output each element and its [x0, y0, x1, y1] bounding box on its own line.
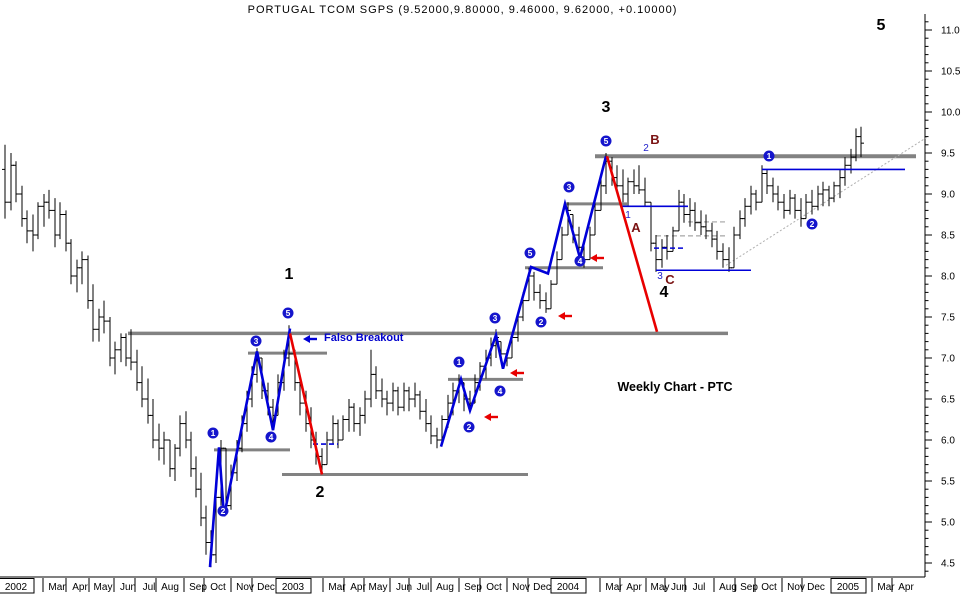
svg-text:Jun: Jun	[120, 582, 136, 593]
svg-text:Oct: Oct	[210, 582, 226, 593]
gray-support-resistance-lines	[128, 154, 916, 476]
svg-text:7.5: 7.5	[941, 313, 955, 324]
svg-text:2: 2	[643, 143, 649, 154]
svg-text:Sep: Sep	[464, 582, 482, 593]
svg-text:Apr: Apr	[626, 582, 642, 593]
svg-text:Oct: Oct	[486, 582, 502, 593]
svg-text:3: 3	[254, 336, 259, 346]
svg-text:May: May	[369, 582, 388, 593]
x-axis-ticks: 2002 Mar Apr May Jun Jul Aug Sep Oct Nov Dec 2003 Ma…	[0, 578, 914, 594]
falso-breakout-label: Falso Breakout	[324, 332, 404, 344]
svg-text:Mar: Mar	[605, 582, 623, 593]
red-correction-lines	[288, 155, 659, 475]
svg-text:Aug: Aug	[719, 582, 737, 593]
svg-text:Oct: Oct	[761, 582, 777, 593]
chart-watermark-label: Weekly Chart - PTC	[617, 380, 733, 394]
svg-text:Jun: Jun	[396, 582, 412, 593]
svg-text:Aug: Aug	[161, 582, 179, 593]
svg-text:Jul: Jul	[693, 582, 706, 593]
y-axis-ticks: 4.5 5.0 5.5 6.0 6.5 7.0 7.5 8.0 8.5 9.0 9.5 10.0 10.…	[925, 21, 961, 572]
svg-text:Mar: Mar	[48, 582, 66, 593]
svg-text:5: 5	[877, 17, 886, 34]
svg-text:2004: 2004	[557, 582, 580, 593]
svg-text:2: 2	[221, 506, 226, 516]
svg-text:Nov: Nov	[236, 582, 254, 593]
svg-text:1: 1	[625, 210, 631, 221]
svg-text:2: 2	[316, 484, 325, 501]
svg-text:Jun: Jun	[671, 582, 687, 593]
svg-text:1: 1	[767, 151, 772, 161]
svg-text:3: 3	[602, 99, 611, 116]
svg-text:A: A	[631, 220, 641, 235]
sub-wave-number-labels: 2 1 3	[625, 143, 663, 282]
chart-title: PORTUGAL TCOM SGPS (9.52000,9.80000, 9.4…	[247, 4, 678, 16]
svg-text:3: 3	[567, 182, 572, 192]
svg-text:2: 2	[467, 422, 472, 432]
svg-text:Sep: Sep	[740, 582, 758, 593]
svg-text:2003: 2003	[282, 582, 305, 593]
svg-text:Sep: Sep	[189, 582, 207, 593]
svg-text:4: 4	[269, 432, 274, 442]
svg-text:Jul: Jul	[417, 582, 430, 593]
falso-breakout-arrow	[303, 335, 317, 343]
svg-text:Mar: Mar	[328, 582, 346, 593]
svg-text:4: 4	[498, 386, 503, 396]
gray-dashed-levels	[656, 221, 727, 237]
svg-text:9.5: 9.5	[941, 149, 955, 160]
svg-text:10.5: 10.5	[941, 67, 961, 78]
svg-text:5: 5	[286, 308, 291, 318]
svg-text:2005: 2005	[837, 582, 860, 593]
major-wave-labels: 1 2 3 4 5	[285, 17, 886, 501]
svg-text:11.0: 11.0	[941, 26, 960, 37]
svg-text:5: 5	[528, 248, 533, 258]
svg-text:3: 3	[493, 313, 498, 323]
blue-level-lines	[622, 168, 905, 272]
axes	[0, 14, 926, 578]
svg-text:6.5: 6.5	[941, 395, 955, 406]
svg-text:2: 2	[539, 317, 544, 327]
svg-text:6.0: 6.0	[941, 436, 955, 447]
circled-wave-labels: 1 2 3 4 5 1 2 3 4 5 2 3 4 5 1 2	[207, 135, 818, 517]
svg-text:2: 2	[810, 219, 815, 229]
svg-text:Nov: Nov	[787, 582, 805, 593]
svg-text:Dec: Dec	[807, 582, 825, 593]
svg-text:4: 4	[660, 284, 669, 301]
svg-text:Mar: Mar	[877, 582, 895, 593]
svg-text:Apr: Apr	[72, 582, 88, 593]
svg-text:1: 1	[285, 266, 294, 283]
svg-text:May: May	[94, 582, 113, 593]
svg-text:7.0: 7.0	[941, 354, 955, 365]
svg-text:5.5: 5.5	[941, 477, 955, 488]
svg-text:4.5: 4.5	[941, 559, 955, 570]
svg-text:5.0: 5.0	[941, 518, 955, 529]
svg-text:8.5: 8.5	[941, 231, 955, 242]
svg-text:B: B	[650, 132, 659, 147]
svg-text:8.0: 8.0	[941, 272, 955, 283]
svg-text:Dec: Dec	[257, 582, 275, 593]
svg-text:Nov: Nov	[512, 582, 530, 593]
svg-text:May: May	[651, 582, 670, 593]
red-left-arrows	[484, 254, 604, 421]
svg-text:1: 1	[457, 357, 462, 367]
price-bars	[2, 126, 864, 568]
svg-text:Apr: Apr	[898, 582, 914, 593]
svg-text:4: 4	[578, 256, 583, 266]
svg-text:3: 3	[657, 271, 663, 282]
svg-text:Apr: Apr	[350, 582, 366, 593]
blue-impulse-paths	[208, 155, 608, 568]
abc-wave-labels: B A C	[631, 132, 675, 287]
svg-text:Dec: Dec	[533, 582, 551, 593]
svg-text:5: 5	[604, 136, 609, 146]
svg-text:Aug: Aug	[436, 582, 454, 593]
svg-text:C: C	[665, 272, 675, 287]
blue-dashed-levels	[313, 247, 683, 445]
svg-text:9.0: 9.0	[941, 190, 955, 201]
svg-text:10.0: 10.0	[941, 108, 961, 119]
svg-text:1: 1	[211, 428, 216, 438]
svg-text:2002: 2002	[5, 582, 28, 593]
svg-text:Jul: Jul	[143, 582, 156, 593]
